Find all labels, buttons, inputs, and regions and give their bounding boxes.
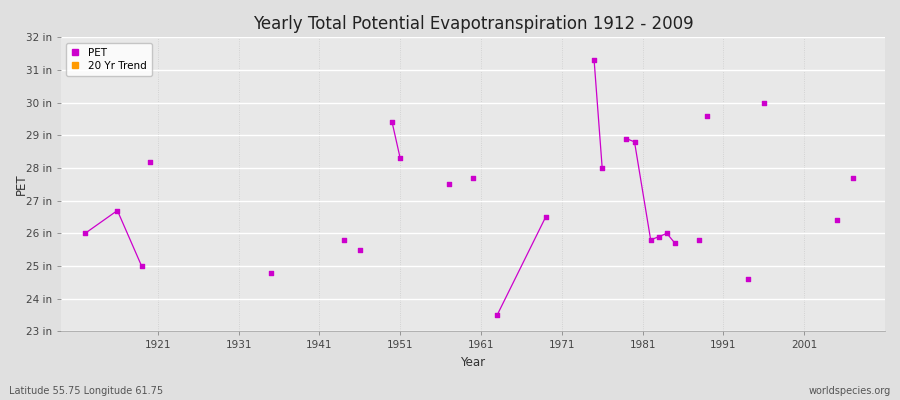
Text: worldspecies.org: worldspecies.org: [809, 386, 891, 396]
Point: [741, 276, 755, 282]
Point: [337, 237, 351, 243]
Point: [142, 158, 157, 165]
Point: [78, 230, 93, 236]
Point: [110, 207, 124, 214]
Point: [757, 100, 771, 106]
Legend: PET, 20 Yr Trend: PET, 20 Yr Trend: [66, 42, 152, 76]
Point: [465, 175, 480, 181]
Point: [627, 139, 642, 145]
Point: [442, 181, 456, 188]
Title: Yearly Total Potential Evapotranspiration 1912 - 2009: Yearly Total Potential Evapotranspiratio…: [253, 15, 693, 33]
Point: [845, 175, 859, 181]
Point: [644, 237, 658, 243]
Point: [538, 214, 553, 220]
Text: Latitude 55.75 Longitude 61.75: Latitude 55.75 Longitude 61.75: [9, 386, 163, 396]
Point: [700, 112, 715, 119]
Point: [692, 237, 706, 243]
Point: [393, 155, 408, 162]
Point: [652, 234, 666, 240]
Y-axis label: PET: PET: [15, 174, 28, 195]
Point: [134, 263, 148, 269]
Point: [660, 230, 674, 236]
Point: [353, 246, 367, 253]
X-axis label: Year: Year: [460, 356, 485, 369]
Point: [490, 312, 504, 318]
Point: [619, 136, 634, 142]
Point: [385, 119, 400, 126]
Point: [829, 217, 843, 224]
Point: [264, 269, 278, 276]
Point: [587, 57, 601, 64]
Point: [668, 240, 682, 246]
Point: [595, 165, 609, 171]
